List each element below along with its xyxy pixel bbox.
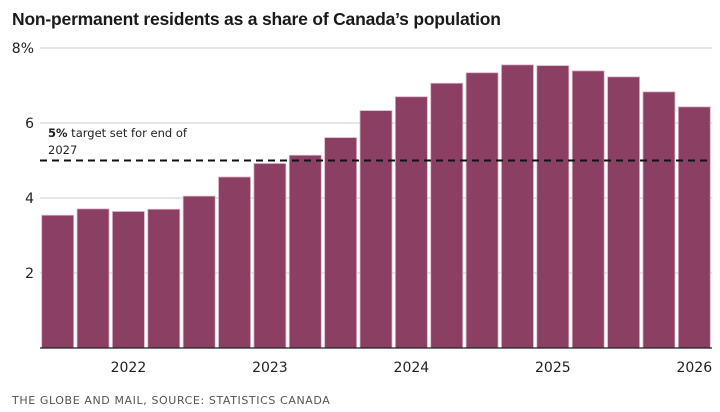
bar: 2022 Q2: 3.7% xyxy=(147,208,181,349)
bar: 2024 Q1: 6.7% xyxy=(394,96,428,349)
bar: 2023 Q3: 5.61% xyxy=(324,137,358,349)
bar: 2021 Q4: 3.71% xyxy=(76,208,110,349)
x-axis-ticks: 2022 2023 2024 2025 2026 xyxy=(111,360,713,376)
bar: 2023 Q1: 4.92% xyxy=(253,163,287,349)
x-tick-label: 2023 xyxy=(252,360,288,376)
bar: 2022 Q3: 4.05% xyxy=(182,195,216,349)
bar: 2026 Q1: 6.43% xyxy=(677,106,711,349)
bar: 2025 Q1: 7.53% xyxy=(536,65,570,349)
bar: 2025 Q4: 6.83% xyxy=(642,91,676,349)
bar: 2023 Q4: 6.33% xyxy=(359,110,393,349)
target-annotation-value: 5% xyxy=(48,126,68,140)
y-tick-label: 6 xyxy=(25,116,34,132)
bar: 2025 Q3: 7.23% xyxy=(607,76,640,349)
y-axis-ticks: 2 4 6 8% xyxy=(12,41,34,282)
x-tick-label: 2024 xyxy=(394,360,430,376)
bar: 2022 Q1: 3.64% xyxy=(112,211,145,349)
bar: 2024 Q2: 7.06% xyxy=(430,82,464,349)
bar: 2024 Q3: 7.34% xyxy=(465,72,499,349)
x-tick-label: 2022 xyxy=(111,360,147,376)
bar: 2025 Q2: 7.39% xyxy=(571,70,605,349)
x-tick-label: 2025 xyxy=(535,360,571,376)
bar: 2022 Q4: 4.56% xyxy=(218,176,251,349)
target-annotation-line1: 5% target set for end of xyxy=(48,126,188,140)
source-credit: THE GLOBE AND MAIL, SOURCE: STATISTICS C… xyxy=(12,394,331,407)
y-tick-label: 4 xyxy=(25,191,34,207)
chart-title: Non-permanent residents as a share of Ca… xyxy=(12,9,501,29)
bar: 2021 Q3: 3.54% xyxy=(41,214,75,349)
bars: 2021 Q3: 3.54%2021 Q4: 3.71%2022 Q1: 3.6… xyxy=(41,64,711,349)
target-annotation-line2: 2027 xyxy=(48,143,77,157)
y-tick-label: 2 xyxy=(25,266,34,282)
bar: 2023 Q2: 5.14% xyxy=(288,154,322,349)
bar: 2024 Q4: 7.55% xyxy=(501,64,534,349)
target-annotation-text: target set for end of xyxy=(68,126,188,140)
y-tick-label: 8% xyxy=(12,41,34,57)
x-tick-label: 2026 xyxy=(676,360,712,376)
